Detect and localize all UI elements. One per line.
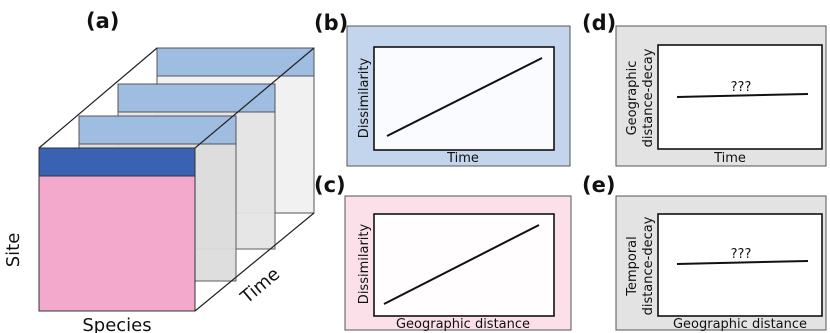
- panel-e: (e) ??? Temporal distance-decay Geograph…: [582, 173, 827, 332]
- panel-e-ylabel-line1: Temporal: [625, 236, 640, 297]
- panel-d: (d) ??? Geographic distance-decay Time: [582, 11, 827, 167]
- panel-c-letter: (c): [314, 173, 346, 197]
- panel-d-letter: (d): [582, 11, 616, 35]
- panel-c-trend-line: [383, 224, 540, 305]
- cube-edge-top-left: [38, 47, 158, 149]
- panel-c-plot-area: [373, 213, 555, 317]
- panel-c: (c) Dissimilarity Geographic distance: [314, 173, 572, 332]
- cube-edge-top-right: [194, 47, 315, 149]
- panel-d-ylabel-line2: distance-decay: [641, 48, 656, 147]
- panel-d-trend-line: [676, 93, 809, 98]
- axis-site-label: Site: [3, 233, 24, 268]
- panel-e-plot-area: [657, 213, 823, 317]
- axis-time-label: Time: [236, 264, 284, 309]
- panel-e-xlabel: Geographic distance: [673, 317, 807, 332]
- panel-d-plot-area: [657, 44, 823, 150]
- panel-c-xlabel: Geographic distance: [396, 317, 530, 332]
- cube-layer-front-band: [38, 147, 196, 177]
- panel-d-annotation: ???: [731, 80, 752, 95]
- cube-edge-bottom-right: [194, 212, 315, 312]
- panel-a: (a) Site Species Time: [3, 9, 315, 333]
- panel-e-annotation: ???: [731, 247, 752, 262]
- panel-e-ylabel-line2: distance-decay: [641, 216, 656, 315]
- panel-e-letter: (e): [582, 173, 615, 197]
- panel-b-trend-line: [386, 57, 543, 137]
- panel-b-xlabel: Time: [446, 151, 479, 166]
- panel-b-plot-area: [373, 46, 555, 151]
- axis-species-label: Species: [82, 315, 151, 333]
- panel-e-trend-line: [676, 260, 809, 265]
- cube-layer-back-band: [156, 47, 315, 77]
- panel-c-ylabel: Dissimilarity: [357, 224, 372, 305]
- panel-b-letter: (b): [314, 11, 348, 35]
- panel-d-ylabel-line1: Geographic: [625, 61, 640, 136]
- cube-layer-middle-band: [117, 83, 276, 113]
- panel-b-ylabel: Dissimilarity: [357, 58, 372, 139]
- panel-d-xlabel: Time: [713, 151, 746, 166]
- cube-layer-third-band: [78, 115, 237, 145]
- panel-b: (b) Dissimilarity Time: [314, 11, 571, 167]
- panel-a-letter: (a): [86, 9, 119, 33]
